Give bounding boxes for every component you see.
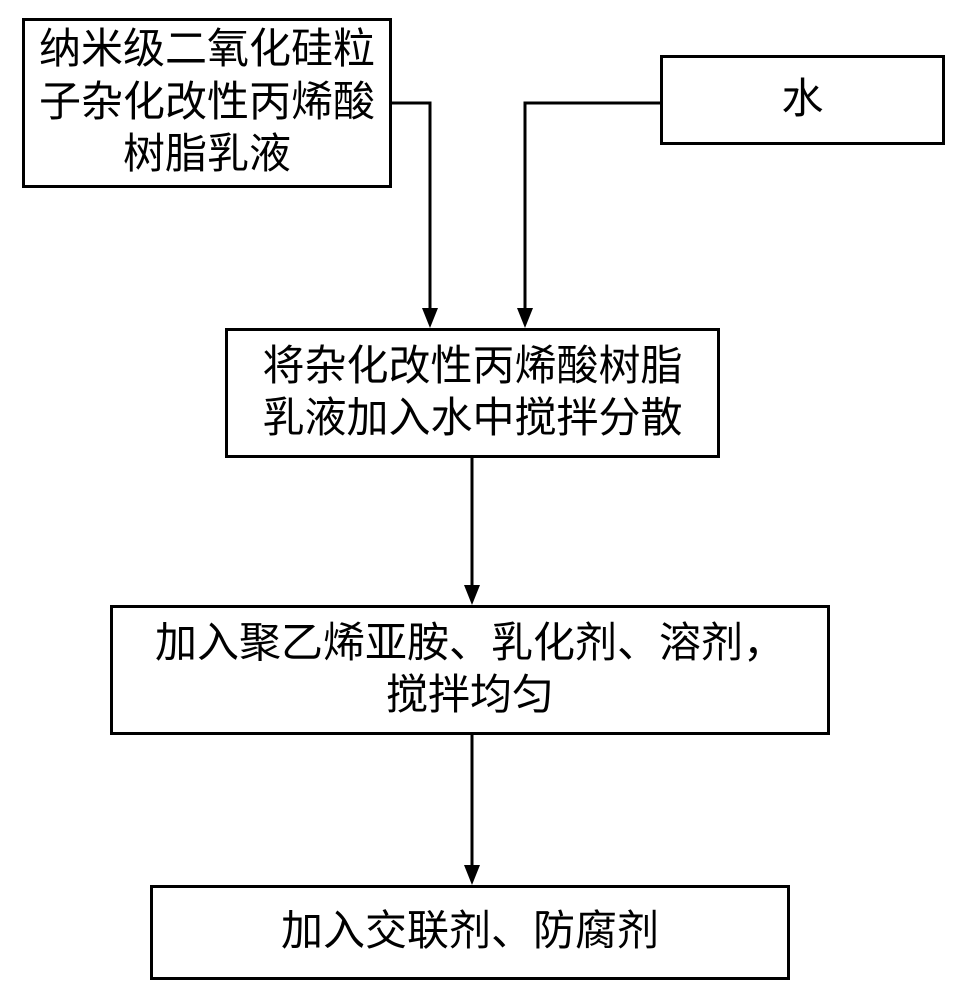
flow-arrowhead [517,308,533,328]
flow-node-add-crosslinker-preservative: 加入交联剂、防腐剂 [150,885,790,980]
flow-edge [392,103,430,308]
flow-node-label: 水 [769,66,835,135]
flow-node-label: 加入交联剂、防腐剂 [269,898,671,967]
flow-node-label: 将杂化改性丙烯酸树脂乳液加入水中搅拌分散 [250,333,694,454]
flow-node-label: 纳米级二氧化硅粒子杂化改性丙烯酸树脂乳液 [27,16,387,190]
flow-arrowhead [464,865,480,885]
flow-node-input-emulsion: 纳米级二氧化硅粒子杂化改性丙烯酸树脂乳液 [22,18,392,188]
flow-node-label: 加入聚乙烯亚胺、乳化剂、溶剂，搅拌均匀 [143,610,797,731]
flow-node-mix-disperse: 将杂化改性丙烯酸树脂乳液加入水中搅拌分散 [225,328,720,458]
flow-node-add-pei-emulsifier-solvent: 加入聚乙烯亚胺、乳化剂、溶剂，搅拌均匀 [110,605,830,735]
flow-node-input-water: 水 [660,55,945,145]
flow-arrowhead [464,585,480,605]
flow-arrowhead [422,308,438,328]
flow-edge [525,103,660,308]
